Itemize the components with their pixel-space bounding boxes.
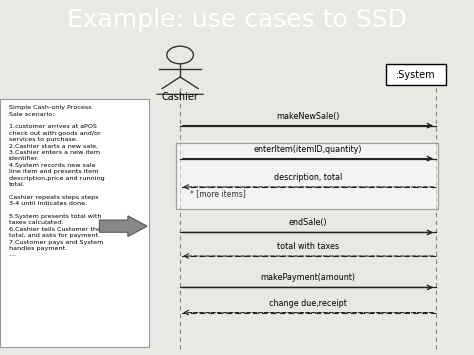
Text: total with taxes: total with taxes	[277, 242, 339, 251]
FancyBboxPatch shape	[0, 99, 149, 347]
Text: Simple Cash-only Process
Sale scenario:

1.customer arrives at aPOS
check out wi: Simple Cash-only Process Sale scenario: …	[9, 105, 104, 257]
Text: * [more items]: * [more items]	[190, 189, 246, 198]
Text: makePayment(amount): makePayment(amount)	[261, 273, 356, 283]
Text: endSale(): endSale()	[289, 218, 328, 228]
Text: enterItem(itemID,quantity): enterItem(itemID,quantity)	[254, 144, 362, 154]
Text: Example: use cases to SSD: Example: use cases to SSD	[67, 9, 407, 32]
Text: Cashier: Cashier	[162, 92, 199, 102]
FancyBboxPatch shape	[386, 64, 446, 85]
Text: description, total: description, total	[274, 173, 342, 182]
Text: change due,receipt: change due,receipt	[269, 299, 347, 307]
Text: makeNewSale(): makeNewSale()	[276, 111, 340, 121]
FancyArrow shape	[100, 216, 147, 236]
Bar	[176, 143, 438, 209]
Text: :System: :System	[396, 70, 436, 80]
